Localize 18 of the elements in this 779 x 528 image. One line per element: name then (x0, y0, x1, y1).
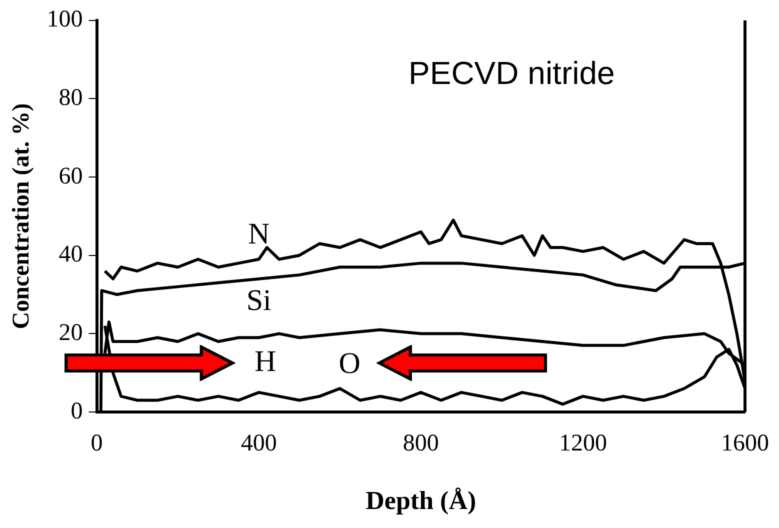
series-label: H (254, 344, 276, 378)
x-axis-title: Depth (Å) (366, 486, 476, 516)
y-axis-title: Concentration (at. %) (8, 103, 35, 330)
series-label: N (248, 218, 270, 251)
x-tick-label: 0 (90, 430, 103, 457)
y-tick-label: 100 (46, 6, 83, 33)
y-tick-label: 0 (70, 398, 83, 424)
series-label: O (338, 346, 360, 380)
x-tick-label: 1200 (558, 430, 607, 457)
y-tick-label: 60 (58, 163, 83, 190)
y-tick-label: 80 (58, 85, 83, 112)
annotation: PECVD nitride (408, 55, 615, 92)
series-label: Si (246, 284, 272, 318)
y-tick-label: 40 (58, 242, 83, 268)
x-tick-label: 1600 (721, 430, 769, 457)
x-tick-label: 400 (240, 430, 277, 457)
y-tick-label: 20 (58, 320, 83, 346)
x-tick-label: 800 (402, 430, 439, 457)
